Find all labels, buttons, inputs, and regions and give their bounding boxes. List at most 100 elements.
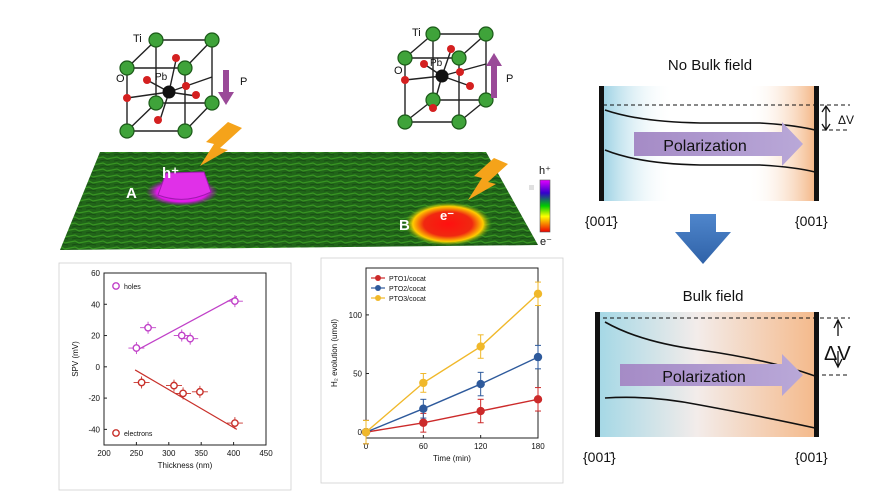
pb-label: Pb xyxy=(155,72,168,83)
legend-label-electrons: electrons xyxy=(124,431,153,438)
y-axis-label: H₂ evolution (umol) xyxy=(330,319,339,387)
y-tick-label: 0 xyxy=(96,363,101,372)
y-tick-label: 60 xyxy=(91,269,100,278)
x-tick-label: 450 xyxy=(259,449,273,458)
x-tick-label: 200 xyxy=(97,449,111,458)
polarization-arrow xyxy=(620,354,803,396)
y-tick-label: 0 xyxy=(358,428,363,437)
legend-marker-electrons xyxy=(112,429,120,437)
spv-thickness-chart: 200 250 300 350 400 4506040200-20-40Thickness… xyxy=(58,262,292,491)
data-point-holes xyxy=(144,323,152,332)
x-axis-label: Time (min) xyxy=(433,454,471,463)
crystal-cell-right: Ti O Pb P xyxy=(394,26,513,130)
legend-marker xyxy=(375,275,381,281)
x-tick-label: 250 xyxy=(130,449,144,458)
y-axis-label: SPV (mV) xyxy=(71,341,80,377)
label-a: A xyxy=(126,185,137,202)
crystal-cell-left: Ti O Pb P xyxy=(116,32,247,139)
color-scale: h⁺ e⁻ xyxy=(529,165,552,248)
x-axis-label: Thickness (nm) xyxy=(158,461,213,470)
x-tick-label: 400 xyxy=(227,449,241,458)
dv-label-bulk: ΔV xyxy=(824,343,851,365)
scale-top-label: h⁺ xyxy=(539,165,551,177)
dv-label: ΔV xyxy=(838,113,854,127)
x-tick-label: 60 xyxy=(419,442,428,451)
bulk-title: Bulk field xyxy=(683,288,744,305)
polarization-label: Polarization xyxy=(663,138,747,155)
p-label-left: P xyxy=(240,76,247,88)
legend-marker xyxy=(375,295,381,301)
series-line-2 xyxy=(365,293,539,433)
spv-surface-map: A B h⁺ e⁻ xyxy=(60,122,538,250)
polarization-arrow-down xyxy=(218,70,234,105)
legend-label: PTO3/cocat xyxy=(389,296,426,303)
polarization-arrow xyxy=(634,122,803,166)
pb-atom xyxy=(162,85,176,99)
label-b: B xyxy=(399,217,410,234)
band-diagram-bulk: Bulk field Polarization ΔV {001̄} {001} xyxy=(583,288,851,465)
y-tick-label: 50 xyxy=(353,370,362,379)
x-tick-label: 0 xyxy=(364,442,369,451)
data-point-electrons xyxy=(230,419,239,428)
legend-marker-holes xyxy=(112,282,120,290)
electron-sign: e⁻ xyxy=(440,208,454,223)
data-point-electrons xyxy=(196,387,204,396)
y-tick-label: 40 xyxy=(91,300,100,309)
hole-hotspot xyxy=(157,171,212,200)
lightning-icon xyxy=(200,122,242,166)
data-point-series-0 xyxy=(533,395,543,404)
facet-right: {001} xyxy=(795,213,828,229)
facet-left: {001̄} xyxy=(585,213,618,229)
chart-panel xyxy=(58,262,292,491)
series-line-0 xyxy=(365,398,539,433)
x-tick-label: 120 xyxy=(474,442,488,451)
polarization-label: Polarization xyxy=(662,369,746,386)
legend-label: PTO1/cocat xyxy=(389,276,426,283)
data-point-holes xyxy=(132,344,141,352)
scale-bottom-label: e⁻ xyxy=(540,236,552,248)
o-label: O xyxy=(394,65,403,77)
data-point-series-2 xyxy=(419,378,428,388)
data-point-series-0 xyxy=(419,418,428,427)
facet-right: {001} xyxy=(795,449,828,465)
series-line-1 xyxy=(365,356,539,433)
dv-arrow xyxy=(821,104,831,132)
y-tick-label: -20 xyxy=(88,394,100,403)
ti-label: Ti xyxy=(133,33,142,45)
y-tick-label: -40 xyxy=(88,425,100,434)
data-point-series-2 xyxy=(533,289,543,298)
legend-label-holes: holes xyxy=(124,284,141,291)
facet-left: {001̄} xyxy=(583,449,616,465)
polarization-arrow-up xyxy=(486,53,502,98)
y-tick-label: 100 xyxy=(349,311,363,320)
lightning-icon xyxy=(468,158,508,200)
data-point-electrons xyxy=(179,389,187,398)
h2-evolution-chart: 0 60 120 180 0 50 100 Time (min) H₂ evolution (u… xyxy=(320,257,564,484)
data-point-electrons xyxy=(137,378,146,387)
band-diagram-no-bulk: No Bulk field Polarization ΔV {001̄} {00… xyxy=(585,57,854,229)
data-point-series-1 xyxy=(419,404,428,413)
legend-marker xyxy=(375,285,381,291)
hole-sign: h⁺ xyxy=(162,165,179,182)
no-bulk-title: No Bulk field xyxy=(668,57,752,74)
x-tick-label: 180 xyxy=(531,442,545,451)
electron-hotspot xyxy=(404,202,492,246)
data-point-series-2 xyxy=(476,342,485,351)
data-point-electrons xyxy=(170,381,178,390)
y-tick-label: 20 xyxy=(91,332,100,341)
data-point-holes xyxy=(177,331,186,340)
pb-atom xyxy=(435,69,449,83)
x-tick-label: 350 xyxy=(195,449,209,458)
data-point-series-1 xyxy=(476,379,485,389)
fit-line-electrons xyxy=(134,369,238,430)
data-point-series-2 xyxy=(361,427,371,437)
o-label: O xyxy=(116,73,125,85)
data-point-series-0 xyxy=(476,406,485,416)
x-tick-label: 300 xyxy=(162,449,176,458)
data-point-holes xyxy=(230,297,239,306)
plot-frame xyxy=(103,272,267,446)
data-point-holes xyxy=(186,334,195,343)
ti-label: Ti xyxy=(412,27,421,39)
fit-line-holes xyxy=(134,295,238,352)
